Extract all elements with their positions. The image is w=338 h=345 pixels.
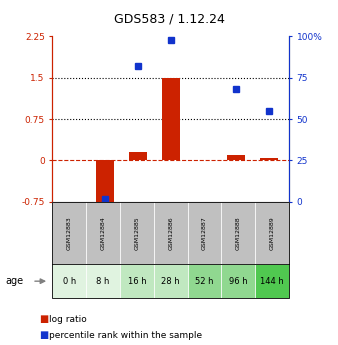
Bar	[129, 152, 147, 160]
Text: 144 h: 144 h	[260, 277, 284, 286]
Text: ■: ■	[39, 314, 48, 324]
Text: age: age	[5, 276, 23, 286]
Text: GDS583 / 1.12.24: GDS583 / 1.12.24	[114, 12, 224, 25]
Text: GSM12889: GSM12889	[270, 216, 274, 250]
Text: 96 h: 96 h	[229, 277, 248, 286]
Bar	[96, 160, 114, 207]
Text: GSM12883: GSM12883	[67, 216, 72, 250]
Text: GSM12887: GSM12887	[202, 216, 207, 250]
Text: GSM12888: GSM12888	[236, 216, 241, 250]
Text: GSM12886: GSM12886	[168, 216, 173, 250]
Text: ■: ■	[39, 331, 48, 340]
Text: 0 h: 0 h	[63, 277, 76, 286]
Bar	[260, 158, 278, 160]
Text: 16 h: 16 h	[127, 277, 146, 286]
Bar	[162, 78, 180, 160]
Text: percentile rank within the sample: percentile rank within the sample	[49, 331, 202, 340]
Text: 28 h: 28 h	[161, 277, 180, 286]
Text: GSM12885: GSM12885	[135, 216, 139, 250]
Text: 8 h: 8 h	[96, 277, 110, 286]
Bar	[227, 155, 245, 160]
Text: GSM12884: GSM12884	[101, 216, 105, 250]
Text: 52 h: 52 h	[195, 277, 214, 286]
Text: log ratio: log ratio	[49, 315, 87, 324]
